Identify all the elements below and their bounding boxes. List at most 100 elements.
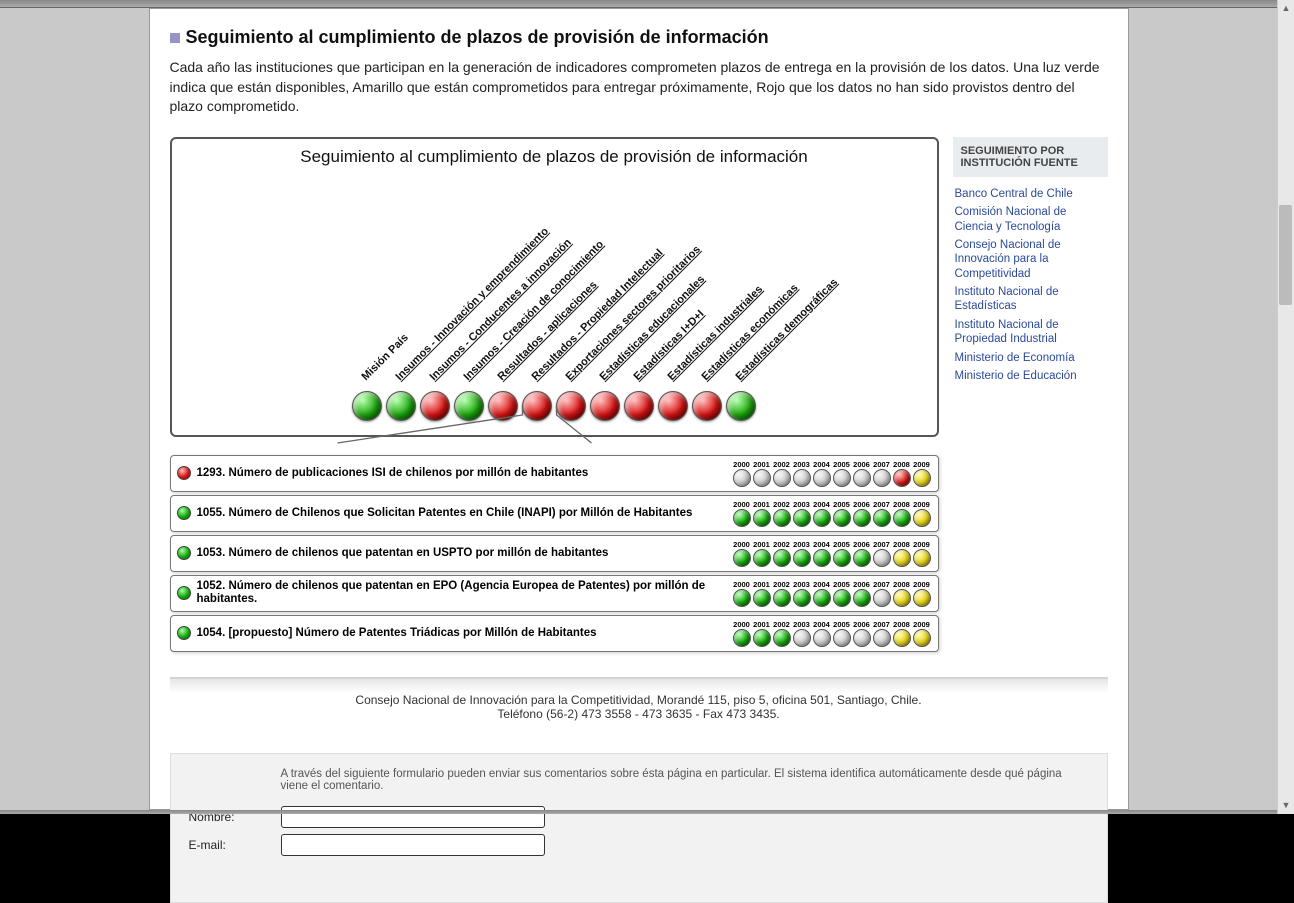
status-light-icon[interactable] xyxy=(522,391,552,421)
year-label: 2008 xyxy=(892,460,912,469)
year-label: 2003 xyxy=(792,540,812,549)
year-label: 2001 xyxy=(752,460,772,469)
scroll-up-icon[interactable]: ▲ xyxy=(1278,0,1294,17)
sidebar-link[interactable]: Instituto Nacional de Estadísticas xyxy=(955,285,1106,314)
indicator-row[interactable]: 1052. Número de chilenos que patentan en… xyxy=(170,575,939,612)
year-light-icon xyxy=(773,469,791,487)
year-light-icon xyxy=(753,549,771,567)
year-label: 2009 xyxy=(912,460,932,469)
year-light-icon xyxy=(733,469,751,487)
sidebar-link[interactable]: Comisión Nacional de Ciencia y Tecnologí… xyxy=(955,205,1106,234)
year-label: 2009 xyxy=(912,580,932,589)
sidebar-link[interactable]: Ministerio de Economía xyxy=(955,351,1106,365)
indicator-label: 1054. [propuesto] Número de Patentes Tri… xyxy=(197,627,732,640)
year-label: 2001 xyxy=(752,580,772,589)
category-item[interactable]: Resultados - aplicaciones xyxy=(486,391,520,421)
year-label: 2007 xyxy=(872,500,892,509)
year-light-icon xyxy=(893,549,911,567)
year-label: 2008 xyxy=(892,620,912,629)
year-light-icon xyxy=(833,469,851,487)
year-label: 2005 xyxy=(832,500,852,509)
year-label: 2002 xyxy=(772,580,792,589)
status-light-icon[interactable] xyxy=(624,391,654,421)
year-label: 2003 xyxy=(792,500,812,509)
category-item[interactable]: Estadísticas I+D+I xyxy=(622,391,656,421)
intro-paragraph: Cada año las instituciones que participa… xyxy=(170,58,1108,117)
sidebar-link[interactable]: Instituto Nacional de Propiedad Industri… xyxy=(955,318,1106,347)
year-light-icon xyxy=(913,469,931,487)
category-item[interactable]: Insumos - Innovación y emprendimiento xyxy=(384,391,418,421)
year-light-icon xyxy=(733,629,751,647)
footer: Consejo Nacional de Innovación para la C… xyxy=(170,677,1108,739)
footer-line1: Consejo Nacional de Innovación para la C… xyxy=(170,693,1108,707)
category-item[interactable]: Misión País xyxy=(350,391,384,421)
indicator-row[interactable]: 1054. [propuesto] Número de Patentes Tri… xyxy=(170,615,939,652)
status-light-icon[interactable] xyxy=(352,391,382,421)
status-light-icon[interactable] xyxy=(386,391,416,421)
window-bottom-strip xyxy=(0,810,1277,814)
year-label: 2007 xyxy=(872,580,892,589)
year-light-icon xyxy=(793,549,811,567)
indicator-list: 1293. Número de publicaciones ISI de chi… xyxy=(170,455,939,652)
year-light-icon xyxy=(873,469,891,487)
category-item[interactable]: Estadísticas educacionales xyxy=(588,391,622,421)
category-item[interactable]: Estadísticas industriales xyxy=(656,391,690,421)
year-light-icon xyxy=(833,589,851,607)
year-light-icon xyxy=(833,509,851,527)
status-light-icon[interactable] xyxy=(420,391,450,421)
status-light-icon[interactable] xyxy=(658,391,688,421)
year-label: 2004 xyxy=(812,460,832,469)
year-label: 2005 xyxy=(832,540,852,549)
year-label: 2007 xyxy=(872,460,892,469)
year-label: 2003 xyxy=(792,580,812,589)
year-light-icon xyxy=(893,509,911,527)
category-item[interactable]: Insumos - Creación de conocimiento xyxy=(452,391,486,421)
scrollbar-thumb[interactable] xyxy=(1279,205,1292,305)
indicator-row[interactable]: 1053. Número de chilenos que patentan en… xyxy=(170,535,939,572)
year-light-icon xyxy=(893,589,911,607)
sidebar-link[interactable]: Consejo Nacional de Innovación para la C… xyxy=(955,238,1106,281)
email-input[interactable] xyxy=(281,834,545,856)
category-item[interactable]: Estadísticas demográficas xyxy=(724,391,758,421)
sidebar: SEGUIMIENTO POR INSTITUCIÓN FUENTE Banco… xyxy=(953,137,1108,655)
sidebar-link[interactable]: Banco Central de Chile xyxy=(955,187,1106,201)
year-light-icon xyxy=(813,509,831,527)
indicator-status-icon xyxy=(177,626,191,640)
indicator-status-icon xyxy=(177,506,191,520)
category-item[interactable]: Estadísticas económicas xyxy=(690,391,724,421)
status-light-icon[interactable] xyxy=(590,391,620,421)
year-label: 2002 xyxy=(772,540,792,549)
year-light-icon xyxy=(733,549,751,567)
year-light-icon xyxy=(753,509,771,527)
indicator-row[interactable]: 1293. Número de publicaciones ISI de chi… xyxy=(170,455,939,492)
status-light-icon[interactable] xyxy=(692,391,722,421)
year-light-icon xyxy=(793,469,811,487)
year-light-icon xyxy=(873,629,891,647)
year-label: 2004 xyxy=(812,580,832,589)
category-item[interactable]: Exportaciones sectores prioritarios xyxy=(554,391,588,421)
status-light-icon[interactable] xyxy=(454,391,484,421)
status-light-icon[interactable] xyxy=(726,391,756,421)
category-item[interactable]: Insumos - Conducentes a innovación xyxy=(418,391,452,421)
year-light-icon xyxy=(773,549,791,567)
indicator-status-icon xyxy=(177,466,191,480)
vertical-scrollbar[interactable]: ▲ ▼ xyxy=(1277,0,1294,814)
email-label: E-mail: xyxy=(189,838,281,852)
year-light-icon xyxy=(873,549,891,567)
year-light-icon xyxy=(893,469,911,487)
sidebar-link[interactable]: Ministerio de Educación xyxy=(955,369,1106,383)
status-light-icon[interactable] xyxy=(556,391,586,421)
page-content: Seguimiento al cumplimiento de plazos de… xyxy=(149,8,1129,810)
year-light-icon xyxy=(773,629,791,647)
category-item[interactable]: Resultados - Propiedad Intelectual xyxy=(520,391,554,421)
year-light-icon xyxy=(733,509,751,527)
indicator-years: 2000200120022003200420052006200720082009 xyxy=(732,460,932,487)
indicator-row[interactable]: 1055. Número de Chilenos que Solicitan P… xyxy=(170,495,939,532)
status-light-icon[interactable] xyxy=(488,391,518,421)
year-light-icon xyxy=(793,509,811,527)
scroll-down-icon[interactable]: ▼ xyxy=(1278,797,1294,814)
year-light-icon xyxy=(853,509,871,527)
indicator-years: 2000200120022003200420052006200720082009 xyxy=(732,620,932,647)
year-label: 2005 xyxy=(832,460,852,469)
year-light-icon xyxy=(913,509,931,527)
